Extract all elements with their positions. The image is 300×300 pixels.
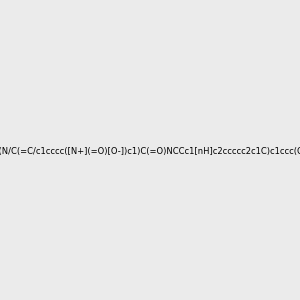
Text: O=C(N/C(=C/c1cccc([N+](=O)[O-])c1)C(=O)NCCc1[nH]c2ccccc2c1C)c1ccc(OC)cc1: O=C(N/C(=C/c1cccc([N+](=O)[O-])c1)C(=O)N…: [0, 147, 300, 156]
